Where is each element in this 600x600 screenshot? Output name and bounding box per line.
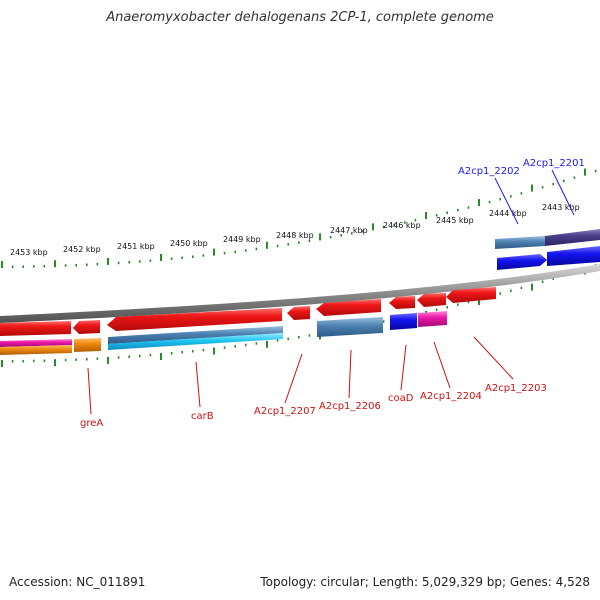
feature-blue-arrow-a2cp1-2201 <box>547 246 600 266</box>
feature-steel-carb <box>108 326 283 344</box>
feature-orange-left <box>0 345 72 355</box>
gene-label-a2cp1-2206: A2cp1_2206 <box>319 401 381 412</box>
feature-magenta-left <box>0 339 72 347</box>
cds-arrow-a2cp1-2206 <box>316 299 381 316</box>
leader-a2cp1-2206 <box>348 349 352 399</box>
kbp-label: 2448 kbp <box>276 231 314 240</box>
cds-arrow-carb <box>107 308 282 331</box>
kbp-label: 2445 kbp <box>436 216 474 225</box>
gene-label-a2cp1-2203: A2cp1_2203 <box>485 383 547 394</box>
label-leaders <box>87 169 575 415</box>
cds-arrow-a2cp1-2203 <box>446 287 496 303</box>
feature-cyan-carb <box>108 333 283 350</box>
leader-a2cp1-2202 <box>494 177 519 225</box>
gene-label-a2cp1-2201: A2cp1_2201 <box>523 158 585 169</box>
kbp-label: 2451 kbp <box>117 242 155 251</box>
leader-a2cp1-2201 <box>551 169 575 216</box>
gene-label-a2cp1-2204: A2cp1_2204 <box>420 391 482 402</box>
feature-steel-upper <box>495 236 545 249</box>
kbp-label: 2444 kbp <box>489 209 527 218</box>
feature-steel-a2cp1-2206 <box>317 317 383 337</box>
leader-a2cp1-2204 <box>433 341 451 389</box>
kbp-scale: 2453 kbp 2452 kbp 2451 kbp 2450 kbp 2449… <box>10 203 580 257</box>
genome-summary-text: Topology: circular; Length: 5,029,329 bp… <box>260 575 590 589</box>
red-cds-row <box>0 287 496 336</box>
leader-coad <box>400 344 407 391</box>
gene-label-a2cp1-2207: A2cp1_2207 <box>254 406 316 417</box>
leader-a2cp1-2207 <box>284 353 303 404</box>
tick-marks-upper <box>1 168 597 268</box>
cds-arrow-a2cp1-2207 <box>287 306 310 320</box>
lower-feature-row <box>0 311 447 355</box>
upper-right-features <box>495 229 600 270</box>
leader-carb <box>195 361 201 408</box>
leader-grea <box>87 367 92 415</box>
kbp-label: 2443 kbp <box>542 203 580 212</box>
gene-labels: greA carB A2cp1_2207 A2cp1_2206 coaD A2c… <box>80 158 585 429</box>
cds-arrow-a2cp1-2204 <box>417 293 446 307</box>
gene-label-carb: carB <box>191 411 214 422</box>
kbp-label: 2452 kbp <box>63 245 101 254</box>
tick-marks-lower <box>1 264 597 367</box>
cds-arrow-coad <box>389 296 415 309</box>
kbp-label: 2449 kbp <box>223 235 261 244</box>
feature-magenta-a2cp1-2204 <box>418 311 447 327</box>
feature-purple-upper <box>545 229 600 246</box>
kbp-label: 2447 kbp <box>330 226 368 235</box>
gene-label-grea: greA <box>80 418 103 429</box>
map-title: Anaeromyxobacter dehalogenans 2CP-1, com… <box>106 10 494 25</box>
gene-label-coad: coaD <box>388 393 414 404</box>
cds-arrow-grea <box>73 320 100 334</box>
kbp-label: 2453 kbp <box>10 248 48 257</box>
cds-arrow <box>0 321 71 336</box>
feature-blue-coad <box>390 313 417 330</box>
genome-backbone <box>0 264 600 323</box>
feature-orange-grea <box>74 338 101 352</box>
leader-a2cp1-2203 <box>473 336 514 380</box>
feature-blue-arrow-a2cp1-2202 <box>497 254 547 270</box>
kbp-label: 2450 kbp <box>170 239 208 248</box>
gene-label-a2cp1-2202: A2cp1_2202 <box>458 166 520 177</box>
accession-text: Accession: NC_011891 <box>9 575 146 589</box>
kbp-label: 2446 kbp <box>383 221 421 230</box>
